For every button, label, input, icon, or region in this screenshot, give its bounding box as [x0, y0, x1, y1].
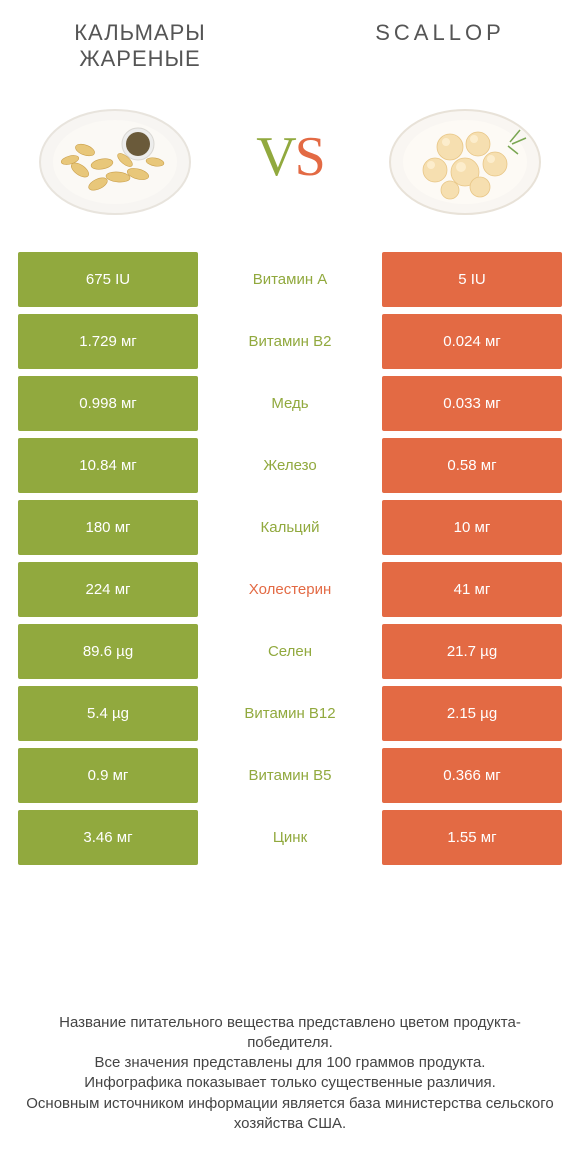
footer-notes: Название питательного вещества представл…: [0, 1013, 580, 1135]
cell-nutrient-name: Кальций: [198, 500, 382, 555]
cell-right-value: 0.024 мг: [382, 314, 562, 369]
cell-nutrient-name: Витамин B2: [198, 314, 382, 369]
cell-nutrient-name: Витамин A: [198, 252, 382, 307]
cell-nutrient-name: Холестерин: [198, 562, 382, 617]
footer-line-1: Название питательного вещества представл…: [20, 1013, 560, 1054]
cell-left-value: 224 мг: [18, 562, 198, 617]
table-row: 10.84 мгЖелезо0.58 мг: [18, 438, 562, 493]
comparison-table: 675 IUВитамин A5 IU 1.729 мгВитамин B20.0…: [0, 252, 580, 865]
cell-left-value: 5.4 µg: [18, 686, 198, 741]
cell-right-value: 5 IU: [382, 252, 562, 307]
cell-nutrient-name: Медь: [198, 376, 382, 431]
cell-nutrient-name: Железо: [198, 438, 382, 493]
cell-right-value: 0.366 мг: [382, 748, 562, 803]
table-row: 0.998 мгМедь0.033 мг: [18, 376, 562, 431]
footer-line-3: Инфографика показывает только существенн…: [20, 1073, 560, 1093]
table-row: 180 мгКальций10 мг: [18, 500, 562, 555]
table-row: 5.4 µgВитамин B122.15 µg: [18, 686, 562, 741]
cell-left-value: 3.46 мг: [18, 810, 198, 865]
title-right: Scallop: [340, 20, 540, 46]
images-row: VS: [0, 72, 580, 252]
title-left: Кальмары жареные: [40, 20, 240, 72]
header: Кальмары жареные Scallop: [0, 0, 580, 72]
cell-left-value: 10.84 мг: [18, 438, 198, 493]
vs-v: V: [256, 126, 294, 188]
table-row: 675 IUВитамин A5 IU: [18, 252, 562, 307]
cell-nutrient-name: Селен: [198, 624, 382, 679]
cell-right-value: 21.7 µg: [382, 624, 562, 679]
cell-left-value: 89.6 µg: [18, 624, 198, 679]
cell-right-value: 0.033 мг: [382, 376, 562, 431]
table-row: 3.46 мгЦинк1.55 мг: [18, 810, 562, 865]
cell-left-value: 675 IU: [18, 252, 198, 307]
table-row: 89.6 µgСелен21.7 µg: [18, 624, 562, 679]
cell-nutrient-name: Витамин B5: [198, 748, 382, 803]
footer-line-2: Все значения представлены для 100 граммо…: [20, 1053, 560, 1073]
cell-right-value: 0.58 мг: [382, 438, 562, 493]
cell-right-value: 1.55 мг: [382, 810, 562, 865]
table-row: 0.9 мгВитамин B50.366 мг: [18, 748, 562, 803]
cell-right-value: 10 мг: [382, 500, 562, 555]
cell-left-value: 180 мг: [18, 500, 198, 555]
footer-line-4: Основным источником информации является …: [20, 1094, 560, 1135]
cell-left-value: 1.729 мг: [18, 314, 198, 369]
table-row: 224 мгХолестерин41 мг: [18, 562, 562, 617]
table-row: 1.729 мгВитамин B20.024 мг: [18, 314, 562, 369]
food-image-right: [380, 92, 550, 222]
food-image-left: [30, 92, 200, 222]
cell-nutrient-name: Витамин B12: [198, 686, 382, 741]
cell-right-value: 41 мг: [382, 562, 562, 617]
cell-right-value: 2.15 µg: [382, 686, 562, 741]
cell-left-value: 0.9 мг: [18, 748, 198, 803]
vs-s: S: [295, 126, 324, 188]
cell-left-value: 0.998 мг: [18, 376, 198, 431]
vs-label: VS: [256, 125, 324, 189]
cell-nutrient-name: Цинк: [198, 810, 382, 865]
